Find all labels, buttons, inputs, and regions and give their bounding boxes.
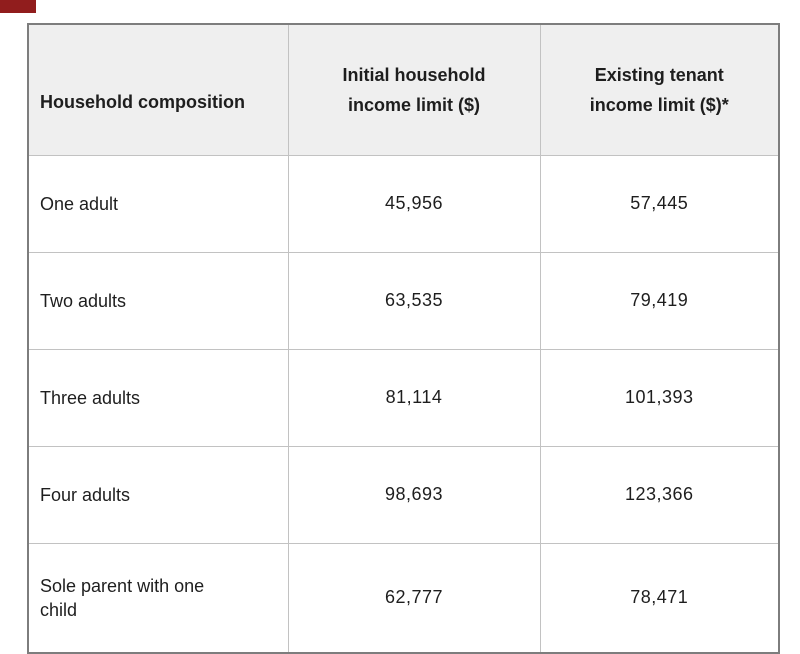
header-row: Household composition Initial household … bbox=[27, 23, 780, 156]
column-header-label-line2: income limit ($) bbox=[347, 94, 481, 115]
existing-limit-value: 57,445 bbox=[539, 154, 780, 253]
table-row-three-adults: Three adults 81,114 101,393 bbox=[27, 348, 780, 447]
column-header-label-line1: Existing tenant bbox=[594, 64, 724, 85]
initial-limit-value: 98,693 bbox=[287, 445, 541, 544]
table-row-two-adults: Two adults 63,535 79,419 bbox=[27, 251, 780, 350]
household-label: Four adults bbox=[27, 445, 289, 544]
table-header: Household composition Initial household … bbox=[27, 23, 780, 156]
household-label-line2: child bbox=[40, 599, 78, 620]
existing-limit-value: 78,471 bbox=[539, 542, 780, 654]
table-row-sole-parent-one-child: Sole parent with one child 62,777 78,471 bbox=[27, 542, 780, 654]
column-header-label-line2: income limit ($)* bbox=[589, 94, 729, 115]
initial-limit-value: 81,114 bbox=[287, 348, 541, 447]
column-header-initial-income-limit: Initial household income limit ($) bbox=[287, 23, 541, 156]
initial-limit-value: 62,777 bbox=[287, 542, 541, 654]
initial-limit-value: 45,956 bbox=[287, 154, 541, 253]
income-limits-table: Household composition Initial household … bbox=[27, 23, 780, 654]
column-header-label: Household composition bbox=[40, 91, 245, 112]
existing-limit-value: 79,419 bbox=[539, 251, 780, 350]
household-label: Three adults bbox=[27, 348, 289, 447]
column-header-label-line1: Initial household bbox=[342, 64, 486, 85]
table-body: One adult 45,956 57,445 Two adults 63,53… bbox=[27, 154, 780, 654]
table-row-one-adult: One adult 45,956 57,445 bbox=[27, 154, 780, 253]
initial-limit-value: 63,535 bbox=[287, 251, 541, 350]
household-label: Two adults bbox=[27, 251, 289, 350]
household-label: Sole parent with one child bbox=[27, 542, 289, 654]
column-header-existing-income-limit: Existing tenant income limit ($)* bbox=[539, 23, 780, 156]
column-header-household-composition: Household composition bbox=[27, 23, 289, 156]
red-marker bbox=[0, 0, 36, 13]
table-row-four-adults: Four adults 98,693 123,366 bbox=[27, 445, 780, 544]
existing-limit-value: 101,393 bbox=[539, 348, 780, 447]
household-label: One adult bbox=[27, 154, 289, 253]
existing-limit-value: 123,366 bbox=[539, 445, 780, 544]
household-label-line1: Sole parent with one bbox=[40, 575, 205, 596]
